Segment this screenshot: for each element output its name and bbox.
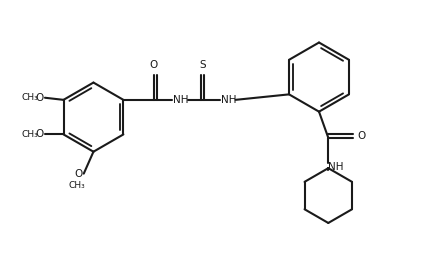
Text: O: O bbox=[36, 129, 44, 139]
Text: NH: NH bbox=[221, 95, 236, 105]
Text: NH: NH bbox=[328, 162, 343, 172]
Text: NH: NH bbox=[173, 95, 189, 105]
Text: CH₃: CH₃ bbox=[21, 93, 38, 102]
Text: O: O bbox=[150, 60, 158, 70]
Text: O: O bbox=[74, 169, 83, 180]
Text: O: O bbox=[357, 131, 365, 141]
Text: CH₃: CH₃ bbox=[68, 181, 85, 189]
Text: S: S bbox=[199, 60, 206, 70]
Text: CH₃: CH₃ bbox=[21, 130, 38, 139]
Text: O: O bbox=[36, 93, 44, 103]
